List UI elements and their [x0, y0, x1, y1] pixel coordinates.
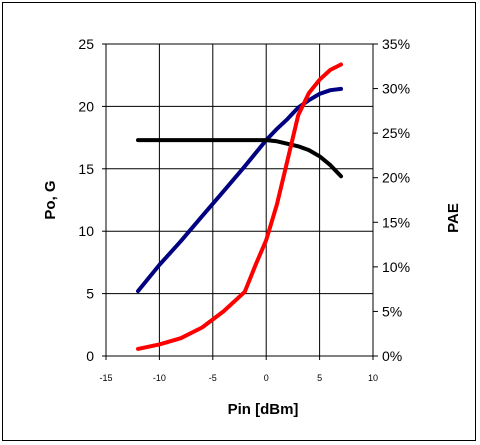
y-left-tick-label: 5 [86, 286, 94, 302]
y-right-tick-label: 35% [382, 36, 410, 52]
x-tick-label: 0 [264, 373, 269, 383]
y-right-tick-label: 20% [382, 170, 410, 186]
y-left-tick-label: 20 [78, 98, 94, 114]
y-left-tick-label: 15 [78, 161, 94, 177]
y-right-tick-label: 30% [382, 81, 410, 97]
y-left-tick-label: 10 [78, 223, 94, 239]
x-tick-label: -5 [209, 373, 217, 383]
plot-border [105, 43, 374, 357]
y-left-axis-label: Po, G [42, 180, 59, 219]
y-right-tick-label: 0% [382, 348, 402, 364]
x-tick-label: -10 [153, 373, 166, 383]
y-left-tick-label: 25 [78, 36, 94, 52]
y-right-axis-ticks: 0% 5% 10% 15% 20% 25% 30% 35% [373, 36, 410, 364]
x-tick-label: 5 [317, 373, 322, 383]
x-tick-label: 10 [368, 373, 378, 383]
x-tick-label: -15 [99, 373, 112, 383]
y-right-tick-label: 15% [382, 214, 410, 230]
y-right-tick-label: 10% [382, 259, 410, 275]
series-group [136, 62, 343, 351]
series-line-blue [136, 86, 343, 294]
y-left-axis-ticks: 0 5 10 15 20 25 [78, 36, 106, 364]
series-line-red [136, 62, 343, 351]
chart-frame [2, 2, 476, 441]
x-axis-ticks: -15 -10 -5 0 5 10 [99, 356, 378, 383]
y-right-tick-label: 5% [382, 303, 402, 319]
y-right-tick-label: 25% [382, 125, 410, 141]
x-axis-label: Pin [dBm] [228, 401, 299, 418]
y-right-axis-label: PAE [445, 203, 462, 233]
y-left-tick-label: 0 [86, 348, 94, 364]
series-line-black [136, 138, 343, 179]
